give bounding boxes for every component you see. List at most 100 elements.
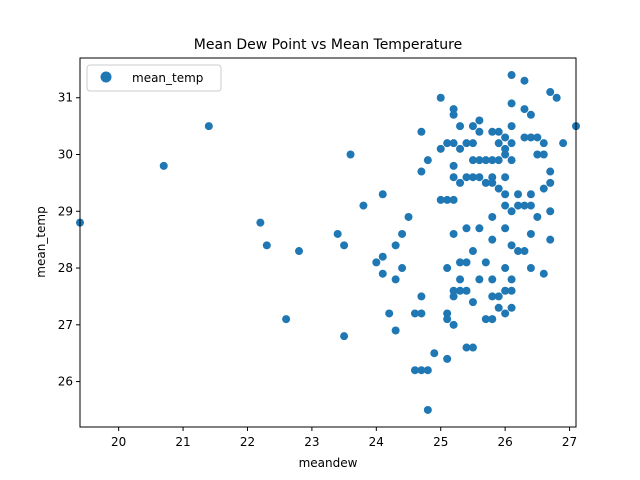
data-point — [501, 201, 510, 210]
data-point — [475, 173, 484, 182]
y-tick-label: 26 — [58, 375, 73, 389]
data-point — [539, 139, 548, 148]
data-point — [507, 207, 516, 216]
data-point — [481, 258, 490, 267]
y-tick-label: 31 — [58, 91, 73, 105]
data-point — [449, 195, 458, 204]
x-axis-ticks: 20 21 22 23 24 25 26 27 — [111, 427, 577, 449]
data-point — [159, 161, 168, 170]
data-point — [410, 366, 419, 375]
data-point — [526, 264, 535, 273]
x-tick-label: 26 — [498, 435, 513, 449]
data-point — [494, 156, 503, 165]
data-point — [526, 110, 535, 119]
data-point — [359, 201, 368, 210]
data-point — [417, 127, 426, 136]
data-point — [417, 167, 426, 176]
data-point — [539, 269, 548, 278]
data-point — [340, 241, 349, 250]
data-point — [488, 173, 497, 182]
data-point — [468, 247, 477, 256]
data-point — [507, 303, 516, 312]
data-point — [449, 139, 458, 148]
data-point — [488, 235, 497, 244]
data-point — [462, 224, 471, 233]
data-point — [494, 303, 503, 312]
data-point — [475, 275, 484, 284]
data-point — [488, 127, 497, 136]
data-point — [462, 173, 471, 182]
data-point — [546, 235, 555, 244]
y-tick-label: 30 — [58, 148, 73, 162]
y-tick-label: 29 — [58, 204, 73, 218]
x-tick-label: 21 — [175, 435, 190, 449]
data-point — [494, 127, 503, 136]
data-point — [507, 275, 516, 284]
data-point — [514, 201, 523, 210]
data-point — [462, 139, 471, 148]
chart-title: Mean Dew Point vs Mean Temperature — [194, 37, 462, 53]
data-point — [526, 190, 535, 199]
data-point — [475, 224, 484, 233]
data-point — [559, 139, 568, 148]
data-point — [456, 275, 465, 284]
data-point — [456, 144, 465, 153]
x-tick-label: 27 — [562, 435, 577, 449]
data-point — [462, 286, 471, 295]
data-point — [488, 156, 497, 165]
data-point — [533, 133, 542, 142]
data-point — [449, 161, 458, 170]
data-point — [443, 354, 452, 363]
data-point — [520, 105, 529, 114]
data-point — [398, 229, 407, 238]
data-point — [423, 156, 432, 165]
data-point — [488, 212, 497, 221]
data-point — [333, 229, 342, 238]
data-point — [475, 156, 484, 165]
data-point — [488, 275, 497, 284]
data-point — [468, 173, 477, 182]
data-point — [501, 264, 510, 273]
data-point — [456, 286, 465, 295]
data-point — [526, 201, 535, 210]
data-point — [514, 190, 523, 199]
data-point — [488, 178, 497, 187]
data-point — [449, 105, 458, 114]
data-point — [507, 139, 516, 148]
x-tick-label: 20 — [111, 435, 126, 449]
data-points — [76, 71, 580, 414]
data-point — [533, 150, 542, 159]
data-point — [468, 156, 477, 165]
data-point — [501, 173, 510, 182]
x-tick-label: 24 — [369, 435, 384, 449]
data-point — [378, 190, 387, 199]
data-point — [462, 343, 471, 352]
data-point — [468, 343, 477, 352]
legend: mean_temp — [86, 64, 222, 92]
data-point — [449, 173, 458, 182]
data-point — [443, 315, 452, 324]
data-point — [468, 139, 477, 148]
data-point — [346, 150, 355, 159]
y-axis-label: mean_temp — [34, 206, 48, 277]
data-point — [507, 241, 516, 250]
data-point — [449, 292, 458, 301]
data-point — [417, 292, 426, 301]
data-point — [436, 93, 445, 102]
data-point — [501, 150, 510, 159]
data-point — [552, 93, 561, 102]
data-point — [436, 195, 445, 204]
legend-marker — [100, 71, 112, 83]
data-point — [436, 144, 445, 153]
data-point — [488, 315, 497, 324]
data-point — [520, 133, 529, 142]
data-point — [507, 122, 516, 131]
data-point — [295, 247, 304, 256]
y-tick-label: 27 — [58, 318, 73, 332]
x-tick-label: 23 — [304, 435, 319, 449]
data-point — [204, 122, 213, 131]
data-point — [501, 144, 510, 153]
data-point — [475, 116, 484, 125]
data-point — [507, 286, 516, 295]
